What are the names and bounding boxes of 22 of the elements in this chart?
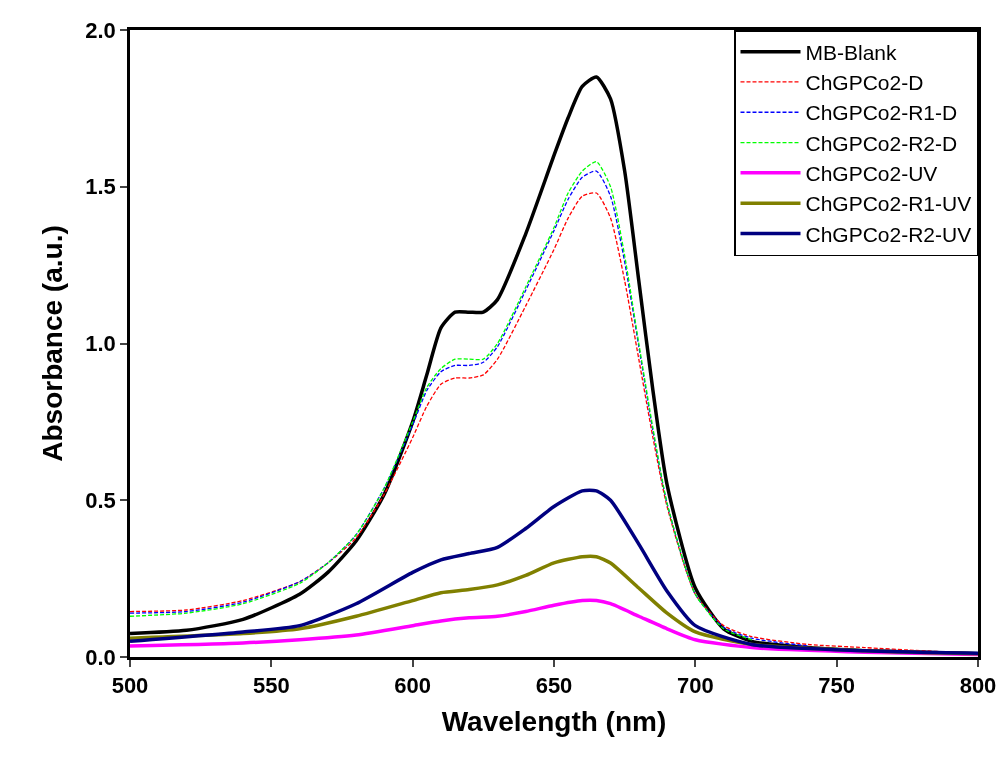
y-axis-title: Absorbance (a.u.)	[36, 225, 68, 462]
y-tick-label: 2.0	[85, 17, 116, 43]
y-tick-label: 1.5	[85, 174, 116, 200]
x-tick-label: 550	[252, 673, 290, 699]
legend-label: ChGPCo2-D	[805, 71, 924, 95]
legend-label: ChGPCo2-UV	[805, 162, 938, 186]
y-tick-label: 0.0	[85, 644, 116, 670]
legend-label: ChGPCo2-R1-D	[805, 101, 958, 125]
x-tick-label: 650	[535, 673, 573, 699]
x-tick-label: 500	[111, 673, 149, 699]
legend-label: ChGPCo2-R1-UV	[805, 192, 972, 216]
legend-label: ChGPCo2-R2-UV	[805, 222, 972, 246]
y-tick-label: 1.0	[85, 331, 116, 357]
x-tick-label: 800	[959, 673, 997, 699]
legend-label: ChGPCo2-R2-D	[805, 131, 958, 155]
legend-label: MB-Blank	[805, 40, 898, 64]
line-series	[130, 488, 978, 655]
y-tick-label: 0.5	[85, 487, 116, 513]
x-tick-label: 750	[818, 673, 856, 699]
x-tick-label: 600	[394, 673, 432, 699]
x-tick-label: 700	[676, 673, 714, 699]
x-axis-title: Wavelength (nm)	[441, 706, 667, 738]
